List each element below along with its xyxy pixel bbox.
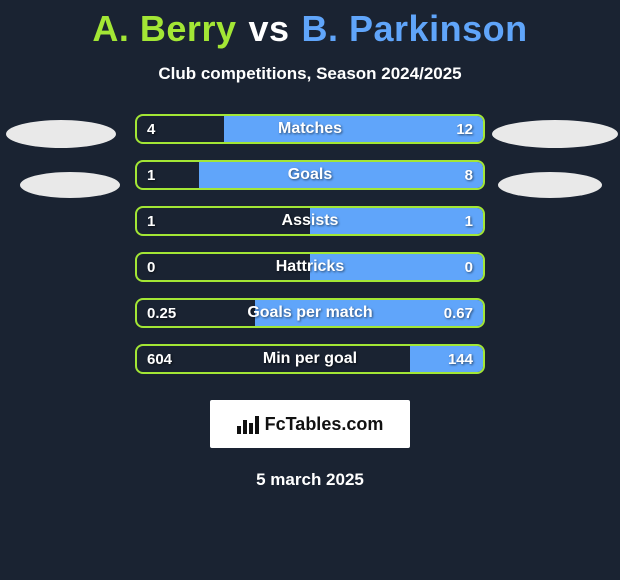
footer-date: 5 march 2025 — [0, 470, 620, 490]
comparison-infographic: A. Berry vs B. Parkinson Club competitio… — [0, 0, 620, 580]
stat-bar-fill — [199, 162, 483, 188]
stat-value-a: 0.25 — [147, 300, 176, 326]
player-b-photo-placeholder-1 — [492, 120, 618, 148]
stat-bar-fill — [310, 254, 483, 280]
source-logo-text: FcTables.com — [265, 414, 384, 435]
stat-bar-fill — [410, 346, 483, 372]
stat-bar: 0.25Goals per match0.67 — [135, 298, 485, 328]
title-block: A. Berry vs B. Parkinson — [0, 8, 620, 50]
player-a-photo-placeholder-2 — [20, 172, 120, 198]
stat-bar-fill — [310, 208, 483, 234]
player-b-name: B. Parkinson — [302, 8, 528, 50]
player-b-photo-placeholder-2 — [498, 172, 602, 198]
stat-bar: 1Goals8 — [135, 160, 485, 190]
source-logo: FcTables.com — [210, 400, 410, 448]
subtitle: Club competitions, Season 2024/2025 — [0, 64, 620, 84]
bar-chart-icon — [237, 414, 259, 434]
stat-bars: 4Matches12 1Goals8 1Assists1 0Hattricks0 0.2… — [135, 114, 485, 374]
stat-bar: 4Matches12 — [135, 114, 485, 144]
player-a-photo-placeholder-1 — [6, 120, 116, 148]
stat-bar-fill — [224, 116, 484, 142]
stat-value-a: 0 — [147, 254, 155, 280]
player-a-name: A. Berry — [92, 8, 236, 50]
stat-bar: 0Hattricks0 — [135, 252, 485, 282]
stat-bar-fill — [255, 300, 483, 326]
stat-value-a: 1 — [147, 208, 155, 234]
stat-bar: 1Assists1 — [135, 206, 485, 236]
title-row: A. Berry vs B. Parkinson — [0, 8, 620, 50]
stats-section: 4Matches12 1Goals8 1Assists1 0Hattricks0 0.2… — [0, 114, 620, 374]
stat-bar: 604Min per goal144 — [135, 344, 485, 374]
stat-value-a: 4 — [147, 116, 155, 142]
stat-value-a: 1 — [147, 162, 155, 188]
stat-value-a: 604 — [147, 346, 172, 372]
vs-label: vs — [248, 8, 289, 50]
